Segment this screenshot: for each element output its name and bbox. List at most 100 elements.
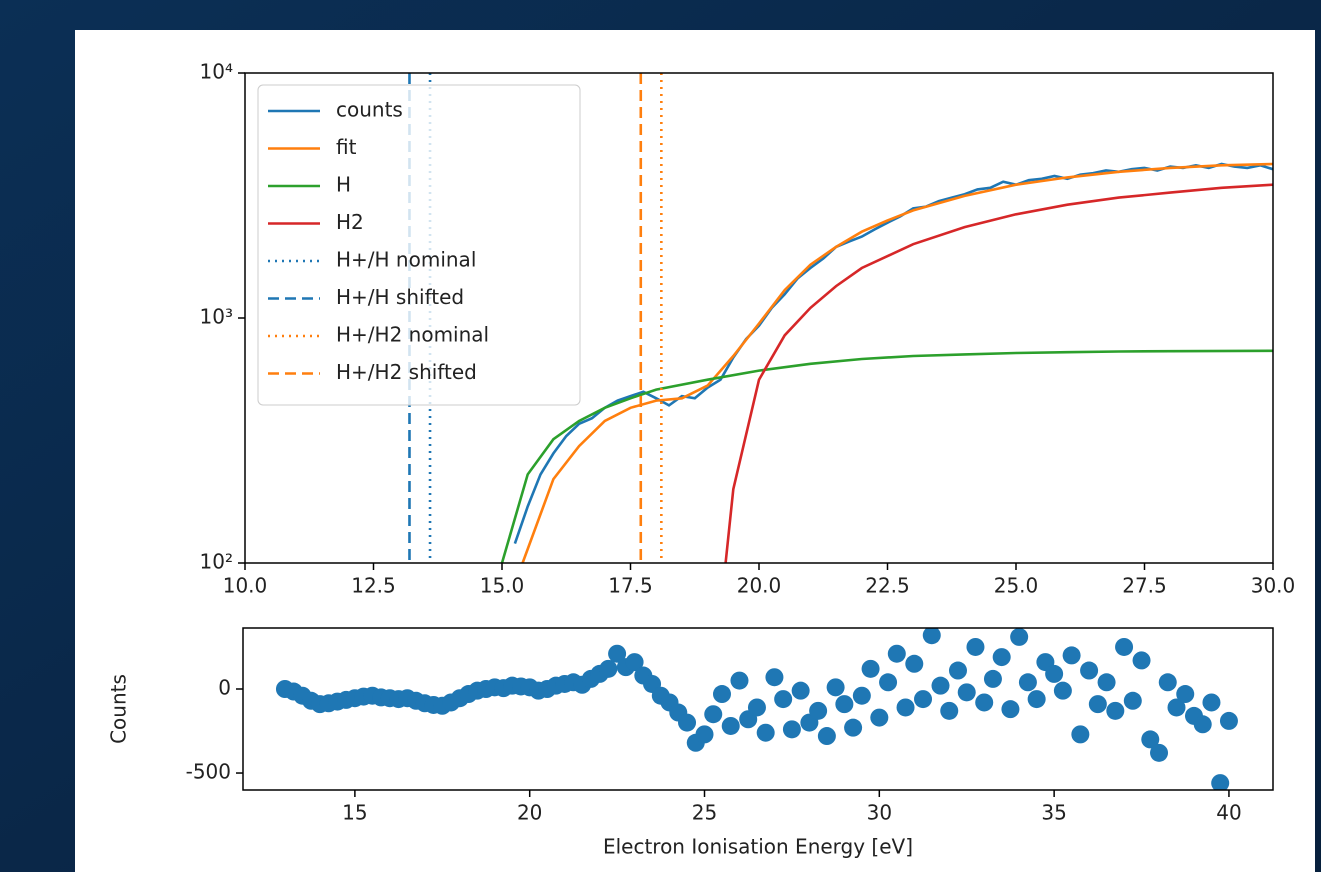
scatter-point <box>1167 698 1186 717</box>
scatter-point <box>870 708 889 727</box>
scatter-point <box>608 644 627 663</box>
x-tick-label: 22.5 <box>865 574 910 598</box>
scatter-point <box>852 686 871 705</box>
legend-label: H2 <box>336 210 364 234</box>
legend-label: H+/H nominal <box>336 248 476 272</box>
x-axis-label: Electron Ionisation Energy [eV] <box>603 835 913 859</box>
scatter-point <box>1193 715 1212 734</box>
x-tick-label: 30 <box>867 801 892 825</box>
legend-label: H <box>336 173 351 197</box>
y-tick-label: 10² <box>200 550 233 574</box>
y-tick-label: 10³ <box>200 305 233 329</box>
scatter-point <box>704 705 723 724</box>
scatter-point <box>826 678 845 697</box>
series-line <box>500 349 1273 563</box>
scatter-point <box>879 673 898 692</box>
x-tick-label: 35 <box>1041 801 1066 825</box>
scatter-point <box>905 654 924 673</box>
scatter-point <box>992 648 1011 667</box>
scatter-point <box>1106 701 1125 720</box>
scatter-point <box>817 727 836 746</box>
x-tick-label: 15.0 <box>480 574 525 598</box>
scatter-point <box>922 628 941 645</box>
scatter-point <box>957 683 976 702</box>
scatter-point <box>1062 646 1081 665</box>
scatter-point <box>844 718 863 737</box>
scatter-point <box>835 695 854 714</box>
scatter-point <box>1080 661 1099 680</box>
legend-box <box>257 84 581 406</box>
legend-label: H+/H shifted <box>336 285 464 309</box>
x-tick-label: 17.5 <box>608 574 653 598</box>
x-tick-label: 30.0 <box>1251 574 1296 598</box>
scatter-point <box>966 637 985 656</box>
scatter-point <box>1211 774 1230 790</box>
scatter-point <box>791 681 810 700</box>
x-tick-label: 25.0 <box>994 574 1039 598</box>
scatter-point <box>774 690 793 709</box>
scatter-point <box>1176 685 1195 704</box>
scatter-point <box>747 698 766 717</box>
scatter-point <box>625 653 644 672</box>
scatter-point <box>809 701 828 720</box>
x-tick-label: 20 <box>517 801 542 825</box>
scatter-point <box>1053 681 1072 700</box>
scatter-point <box>1150 743 1169 762</box>
legend-label: fit <box>336 135 357 159</box>
scatter-point <box>1088 695 1107 714</box>
scatter-point <box>695 725 714 744</box>
x-tick-label: 15 <box>342 801 367 825</box>
x-tick-label: 20.0 <box>737 574 782 598</box>
plot-area <box>275 628 1238 790</box>
y-tick-label: -500 <box>186 760 231 784</box>
series-line <box>724 183 1273 563</box>
scatter-point <box>975 693 994 712</box>
series-line <box>513 162 1273 545</box>
scatter-point <box>756 723 775 742</box>
scatter-point <box>861 659 880 678</box>
scatter-point <box>721 716 740 735</box>
x-tick-label: 12.5 <box>351 574 396 598</box>
series-line <box>521 162 1273 563</box>
scatter-point <box>1001 700 1020 719</box>
scatter-point <box>1123 691 1142 710</box>
scatter-point <box>599 659 618 678</box>
scatter-point <box>914 690 933 709</box>
scatter-point <box>1010 628 1029 646</box>
scatter-point <box>940 701 959 720</box>
scatter-point <box>782 720 801 739</box>
scatter-point <box>1071 725 1090 744</box>
y-tick-label: 10⁴ <box>200 60 233 84</box>
scatter-point <box>948 661 967 680</box>
scatter-point <box>1219 711 1238 730</box>
scatter-point <box>1115 637 1134 656</box>
scatter-point <box>730 671 749 690</box>
scatter-point <box>1097 673 1116 692</box>
scatter-point <box>678 713 697 732</box>
scatter-point <box>931 676 950 695</box>
scatter-point <box>1018 673 1037 692</box>
y-tick-label: 0 <box>218 676 231 700</box>
scatter-point <box>712 685 731 704</box>
x-tick-label: 27.5 <box>1122 574 1167 598</box>
scatter-point <box>896 698 915 717</box>
scatter-point <box>1202 693 1221 712</box>
axes-frame <box>242 627 1274 791</box>
scatter-point <box>1141 730 1160 749</box>
x-tick-label: 25 <box>692 801 717 825</box>
scatter-point <box>887 644 906 663</box>
scatter-point <box>1158 673 1177 692</box>
x-tick-label: 10.0 <box>223 574 268 598</box>
legend-label: H+/H2 nominal <box>336 323 489 347</box>
y-axis-label: Counts <box>107 674 131 744</box>
scatter-point <box>983 669 1002 688</box>
scatter-point <box>765 668 784 687</box>
axes-frame <box>244 72 1274 564</box>
legend-label: counts <box>336 98 403 122</box>
scatter-point <box>1027 690 1046 709</box>
legend-label: H+/H2 shifted <box>336 360 477 384</box>
scatter-point <box>1045 664 1064 683</box>
x-tick-label: 40 <box>1216 801 1241 825</box>
scatter-point <box>1132 651 1151 670</box>
